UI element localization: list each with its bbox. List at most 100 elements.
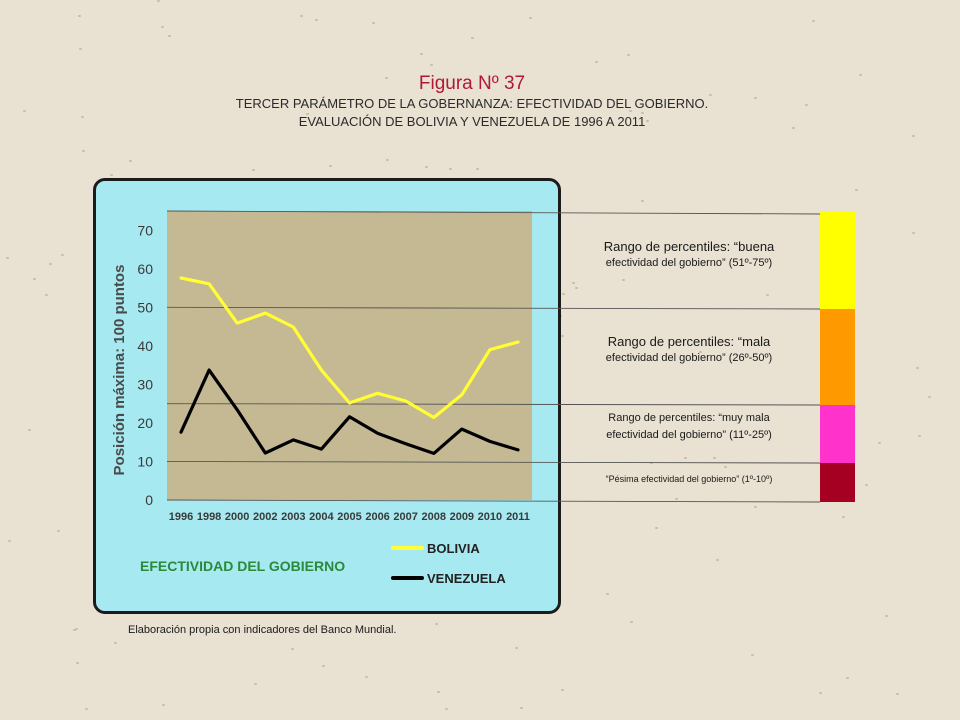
background-speck [572, 282, 575, 284]
y-tick-label: 20 [137, 415, 153, 431]
background-speck [129, 160, 132, 162]
background-speck [45, 294, 48, 296]
range-label-line-1: Rango de percentiles: “buena [603, 239, 775, 254]
x-tick-label: 2009 [450, 511, 474, 523]
y-axis-label: Posición máxima: 100 puntos [111, 265, 128, 476]
background-speck [842, 516, 845, 518]
x-tick-label: 1996 [169, 511, 193, 523]
background-speck [622, 279, 625, 281]
range-label-line-1: Rango de percentiles: “mala [607, 334, 771, 349]
background-speck [114, 642, 117, 644]
background-speck [157, 0, 160, 2]
background-speck [641, 112, 644, 114]
background-speck [81, 116, 84, 118]
background-speck [709, 94, 712, 96]
background-speck [386, 159, 389, 161]
background-speck [435, 623, 438, 625]
background-speck [300, 15, 303, 17]
background-speck [754, 506, 757, 508]
background-speck [529, 17, 532, 19]
x-axis-ticks: 1996 1998 2000 2002 2003 2004 2005 2006 2007 2008… [169, 511, 530, 523]
background-speck [885, 615, 888, 617]
x-tick-label: 2006 [365, 511, 389, 523]
background-speck [575, 287, 578, 289]
background-speck [684, 457, 687, 459]
background-speck [476, 168, 479, 170]
background-speck [227, 632, 230, 634]
range-connector-line [166, 461, 821, 464]
background-speck [520, 707, 523, 709]
x-tick-label: 1998 [197, 511, 221, 523]
background-speck [916, 367, 919, 369]
background-speck [254, 683, 257, 685]
background-speck [928, 396, 931, 398]
range-label-line-2: efectividad del gobierno” (51º-75º) [605, 257, 773, 269]
background-speck [912, 232, 915, 234]
background-speck [819, 692, 822, 694]
range-label: Rango de percentiles: “buena efectividad … [582, 238, 796, 272]
range-color-block [820, 309, 855, 405]
y-tick-label: 10 [137, 453, 153, 469]
background-speck [329, 165, 332, 167]
range-connector-line [166, 306, 821, 310]
background-speck [306, 113, 309, 115]
background-speck [561, 689, 564, 691]
series-line-venezuela [179, 368, 520, 455]
x-tick-label: 2003 [281, 511, 305, 523]
legend-label: VENEZUELA [427, 571, 506, 586]
background-speck [385, 77, 388, 79]
range-connector-line [166, 210, 821, 215]
background-speck [878, 442, 881, 444]
range-connector-line [166, 403, 821, 406]
background-speck [8, 540, 11, 542]
plot-area [167, 211, 532, 500]
background-speck [812, 20, 815, 22]
background-speck [75, 628, 78, 630]
background-speck [79, 48, 82, 50]
series-lines [179, 276, 520, 455]
source-caption: Elaboración propia con indicadores del B… [128, 624, 397, 636]
background-speck [629, 110, 632, 112]
background-speck [561, 335, 564, 337]
background-speck [322, 665, 325, 667]
background-speck [562, 293, 565, 295]
range-label-line-2: efectividad del gobierno” (26º-50º) [605, 352, 773, 364]
background-speck [855, 189, 858, 191]
range-color-block [820, 211, 855, 309]
background-speck [632, 356, 635, 358]
range-color-block [820, 463, 855, 502]
title-block: Figura Nº 37 TERCER PARÁMETRO DE LA GOBE… [0, 73, 944, 131]
background-speck [33, 278, 36, 280]
background-speck [6, 257, 9, 259]
background-speck [372, 22, 375, 24]
range-label: Rango de percentiles: “muy mala efectivid… [582, 410, 796, 444]
background-speck [445, 708, 448, 710]
figure-title: Figura Nº 37 [418, 73, 526, 94]
background-speck [110, 174, 113, 176]
y-tick-label: 50 [137, 299, 153, 315]
background-speck [515, 647, 518, 649]
y-axis-ticks: 0 10 20 30 40 50 60 70 [137, 222, 153, 508]
background-speck [766, 294, 769, 296]
background-speck [85, 708, 88, 710]
range-label-line-2: efectividad del gobierno” (11º-25º) [606, 429, 772, 441]
background-speck [754, 97, 757, 99]
background-speck [805, 104, 808, 106]
range-connector-line [166, 499, 821, 503]
legend: BOLIVIA VENEZUELA [391, 541, 506, 586]
background-speck [82, 150, 85, 152]
x-tick-label: 2008 [422, 511, 446, 523]
background-speck [646, 120, 649, 122]
background-speck [471, 37, 474, 39]
background-speck [912, 135, 915, 137]
y-tick-label: 40 [137, 338, 153, 354]
background-speck [365, 676, 368, 678]
background-speck [716, 559, 719, 561]
background-speck [437, 691, 440, 693]
y-tick-label: 30 [137, 376, 153, 392]
background-speck [792, 127, 795, 129]
background-speck [751, 654, 754, 656]
x-tick-label: 2011 [506, 511, 530, 523]
background-speck [606, 593, 609, 595]
x-tick-label: 2000 [225, 511, 249, 523]
